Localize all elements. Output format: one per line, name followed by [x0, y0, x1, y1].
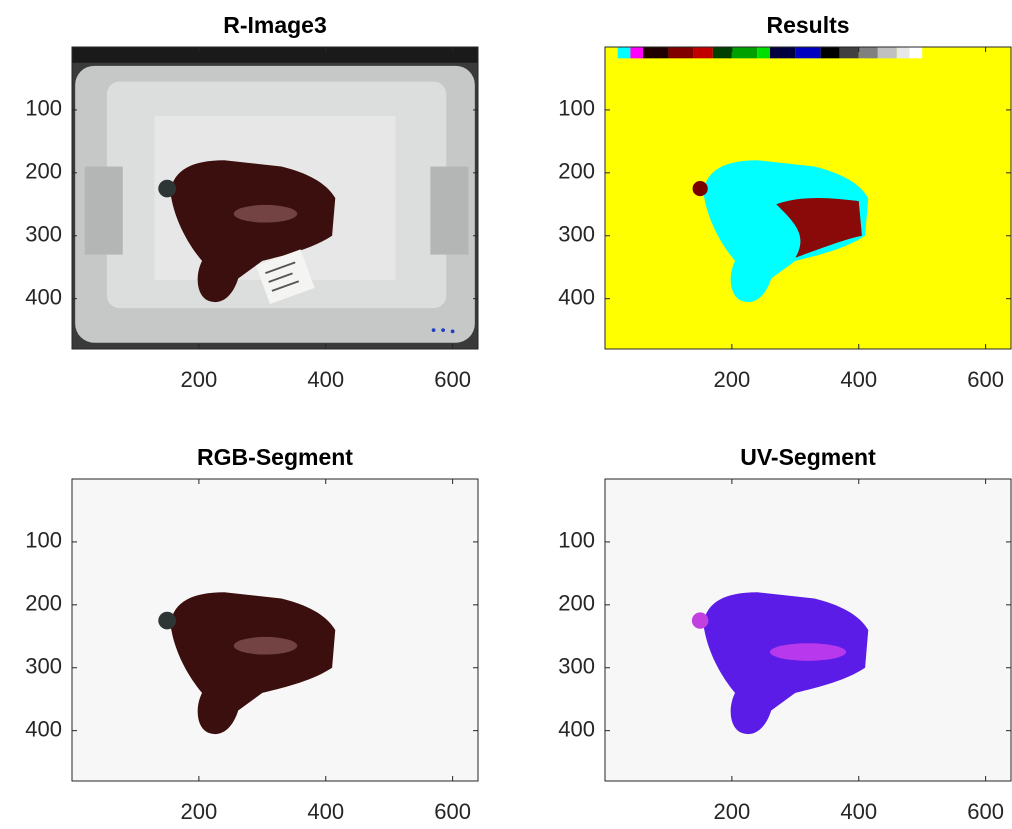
y-tick-label: 200	[558, 159, 595, 184]
y-tick-label: 100	[25, 96, 62, 121]
subplot-title: Results	[766, 12, 849, 38]
x-tick-label: 600	[967, 799, 1004, 824]
x-tick-label: 200	[714, 367, 751, 392]
y-tick-label: 400	[25, 284, 62, 309]
x-tick-label: 600	[434, 367, 471, 392]
image-r-image3	[72, 47, 478, 349]
y-tick-label: 100	[25, 528, 62, 553]
subplot-title: R-Image3	[223, 12, 327, 38]
figure: R-Image3 200 400 600 100 200 300 400 Results 200 4…	[0, 0, 1012, 829]
y-tick-label: 100	[558, 528, 595, 553]
subplot-title: RGB-Segment	[197, 444, 353, 470]
x-tick-label: 600	[967, 367, 1004, 392]
x-tick-label: 200	[181, 367, 218, 392]
y-tick-label: 400	[558, 284, 595, 309]
x-tick-label: 400	[840, 367, 877, 392]
x-tick-label: 400	[307, 799, 344, 824]
y-tick-label: 400	[25, 716, 62, 741]
x-tick-label: 400	[307, 367, 344, 392]
x-tick-label: 200	[181, 799, 218, 824]
x-tick-label: 600	[434, 799, 471, 824]
y-tick-label: 200	[25, 159, 62, 184]
image-rgb-segment	[72, 479, 478, 781]
y-tick-label: 400	[558, 716, 595, 741]
y-tick-label: 300	[558, 222, 595, 247]
x-tick-label: 200	[714, 799, 751, 824]
image-results	[605, 47, 1011, 349]
y-tick-label: 300	[558, 654, 595, 679]
y-tick-label: 300	[25, 222, 62, 247]
y-tick-label: 100	[558, 96, 595, 121]
image-uv-segment	[605, 479, 1011, 781]
x-tick-label: 400	[840, 799, 877, 824]
subplot-title: UV-Segment	[740, 444, 876, 470]
y-tick-label: 300	[25, 654, 62, 679]
y-tick-label: 200	[25, 591, 62, 616]
y-tick-label: 200	[558, 591, 595, 616]
